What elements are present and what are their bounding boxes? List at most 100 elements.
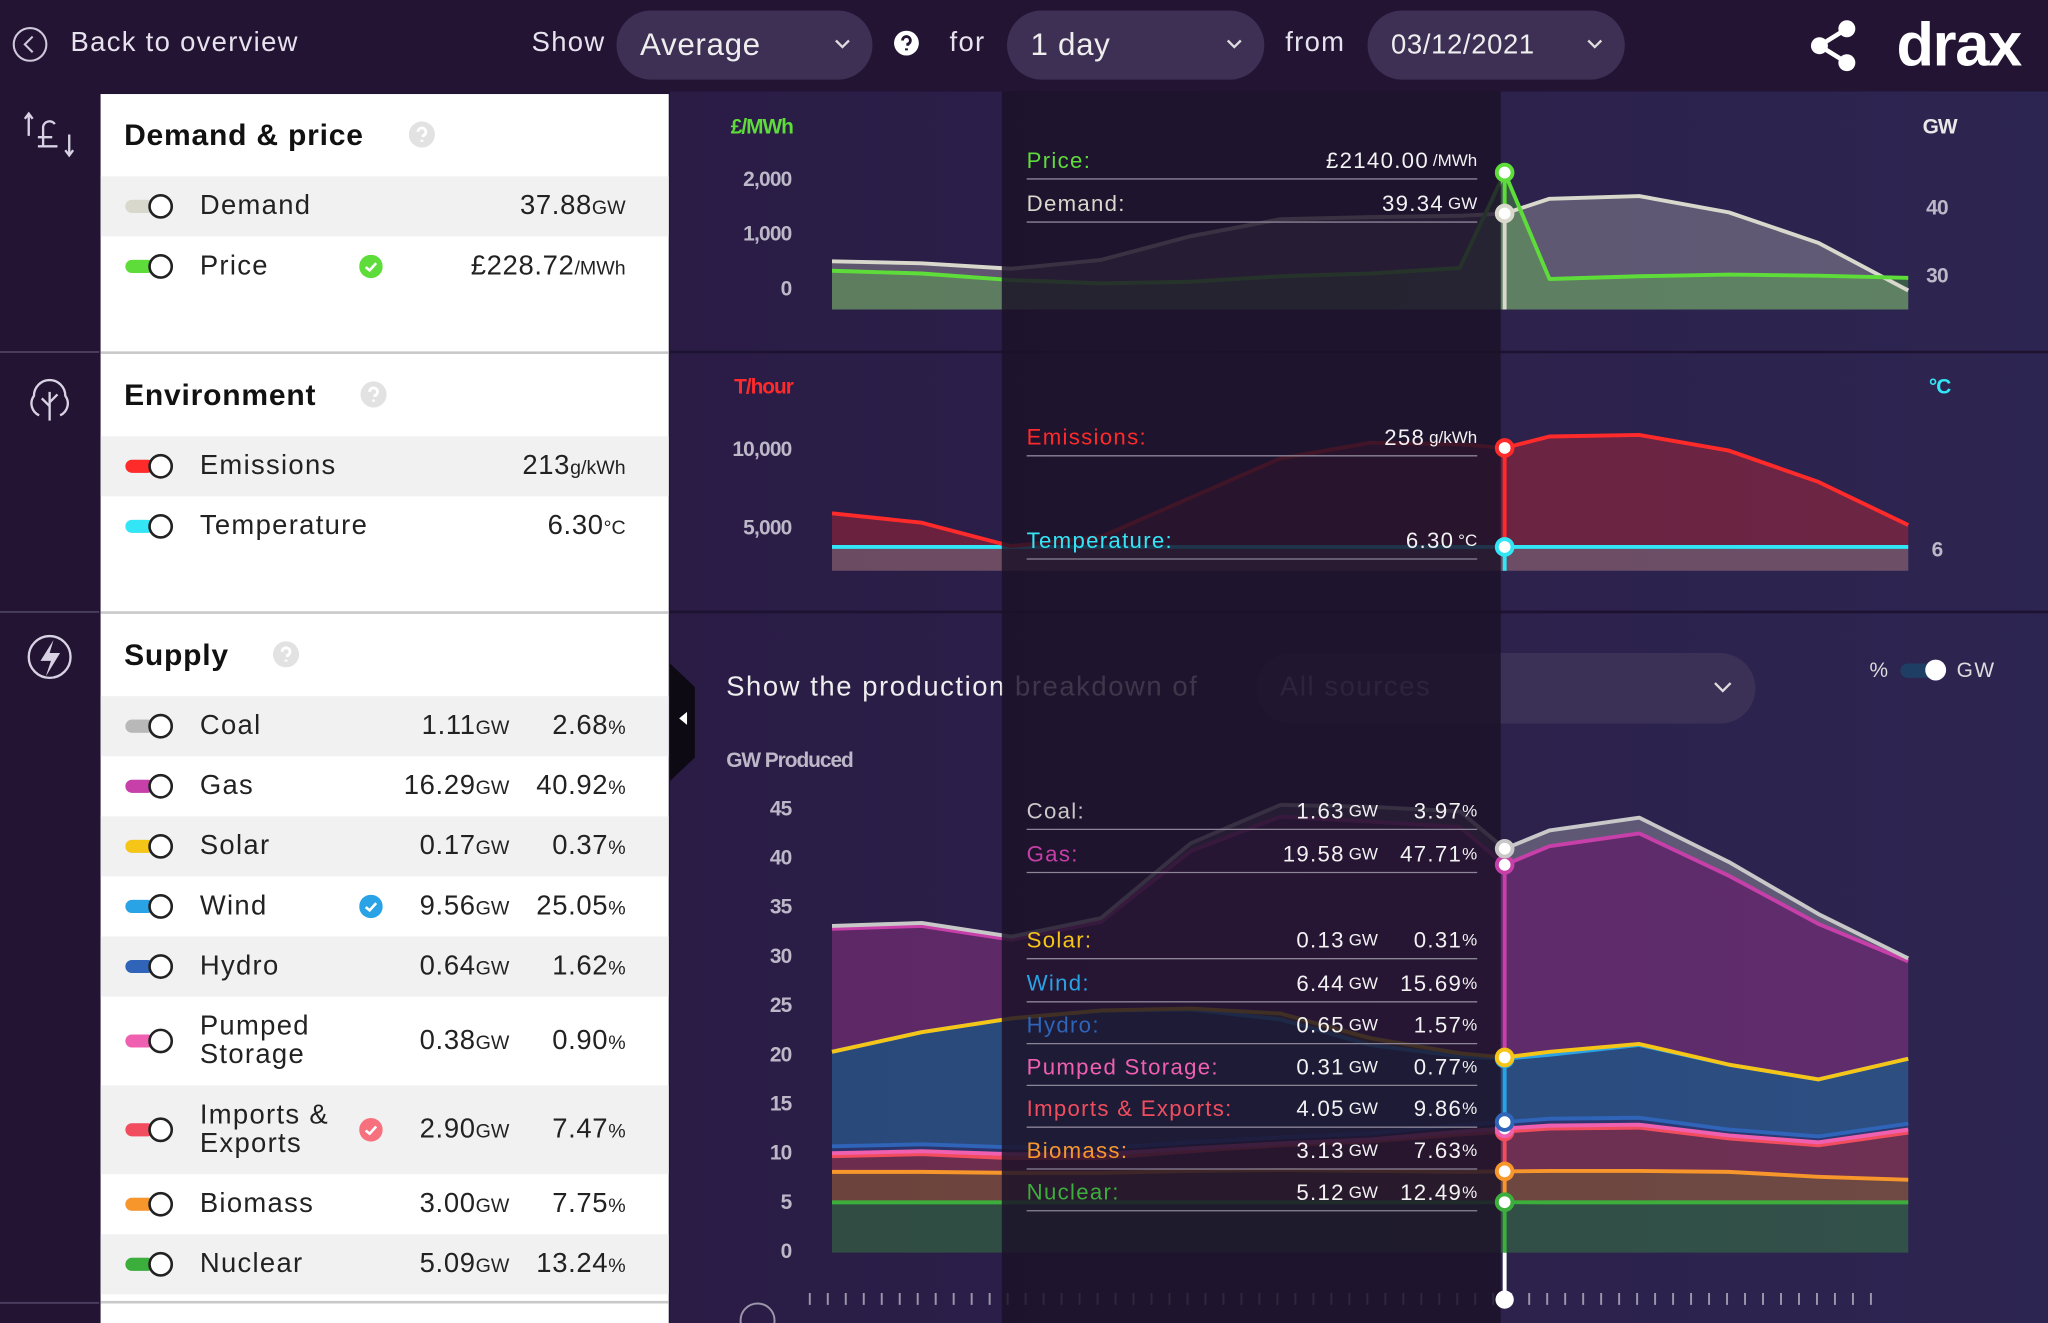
help-icon[interactable] [360,381,387,408]
row-percent: 0.90% [552,1026,625,1058]
toggle[interactable] [124,252,176,281]
help-icon[interactable] [273,641,300,668]
y-tick-label: 5 [781,1191,793,1214]
panel-title: Demand & price [124,117,364,152]
logo[interactable]: drax [1896,9,2022,79]
y-tick-label: 25 [770,994,793,1017]
tooltip-percent-number: 3.97 [1414,798,1462,823]
row-name: Price [199,250,269,281]
panel-title: Supply [124,637,229,672]
toggle-fill [125,199,155,213]
value-unit: GW [591,197,626,220]
tooltip-percent-unit: % [1462,802,1477,821]
tooltip-percent-number: 7.63 [1414,1138,1462,1163]
tooltip-percent: 15.69% [1400,971,1477,996]
toggle[interactable] [124,772,176,801]
row-percent: 40.92% [536,771,625,803]
tooltip-percent-unit: % [1462,845,1477,864]
tooltip-unit: GW [1349,1058,1378,1077]
cursor-dot [1494,438,1515,458]
help-icon[interactable] [408,121,435,148]
for-label: for [949,27,986,58]
row-value: 9.56GW [420,891,510,923]
measure-dropdown[interactable]: Average [616,10,873,80]
tooltip-value: 0.31 GW [1296,1054,1378,1079]
back-icon[interactable] [12,26,49,63]
cursor-dot [1494,1112,1515,1132]
toggle[interactable] [124,512,176,541]
value-unit: g/kWh [570,457,626,480]
percent-unit: % [608,1255,626,1278]
data-row: Price £228.72/MWh [101,236,669,296]
percent-unit: % [608,1195,626,1218]
tooltip-percent-unit: % [1462,931,1477,950]
badge [359,1118,383,1142]
tooltip-number: 0.13 [1296,928,1344,953]
row-name: Nuclear [199,1248,304,1279]
tooltip-number: 6.30 [1406,528,1454,553]
row-value: £228.72/MWh [470,250,626,283]
data-row: Temperature 6.30°C [101,496,669,556]
tooltip-percent-unit: % [1462,1100,1477,1119]
help-mark [281,646,292,662]
help-mark [368,386,380,402]
toggle[interactable] [124,1027,176,1056]
toggle[interactable] [124,192,176,221]
tooltip-number: 4.05 [1296,1096,1344,1121]
toggle-fill [125,1123,155,1137]
help-icon[interactable] [893,30,919,56]
period-dropdown[interactable]: 1 day [1007,10,1265,80]
toggle[interactable] [124,892,176,921]
percent-number: 7.75 [552,1188,609,1219]
chevron [1587,39,1603,49]
back-link[interactable]: Back to overview [70,27,299,58]
value-number: £228.72 [470,250,575,281]
row-percent: 0.37% [552,831,626,863]
toggle[interactable] [124,1115,176,1144]
selection-overlay [1001,91,1501,1323]
date-dropdown[interactable]: 03/12/2021 [1367,10,1625,80]
timeline-knob [1495,1290,1514,1309]
value-unit: GW [475,777,510,800]
y-tick-label: 0 [781,1240,792,1263]
value-number: 0.38 [419,1025,476,1056]
chevron [1226,39,1242,49]
tooltip-number: £2140.00 [1326,148,1429,173]
row-value: 16.29GW [404,771,510,803]
toggle[interactable] [124,952,176,981]
toggle-knob [148,254,174,279]
y2-tick-label: 40 [1926,196,1948,219]
row-name: Imports & Exports [199,1099,329,1159]
tooltip-unit: GW [1349,974,1378,993]
share-icon[interactable] [1808,18,1860,73]
tooltip-percent-unit: % [1462,1016,1477,1035]
row-value: 1.11GW [422,711,510,743]
tooltip-label: Nuclear: [1027,1180,1120,1205]
value-number: 3.00 [419,1188,476,1219]
tooltip-unit: g/kWh [1429,428,1477,447]
panel-header: Environment [101,354,669,436]
toggle-fill [125,1034,155,1048]
toggle[interactable] [124,712,176,741]
value-unit: GW [475,1255,510,1278]
tooltip-number: 0.31 [1296,1054,1344,1079]
tooltip-label: Hydro: [1027,1012,1100,1037]
tooltip-value: 4.05 GW [1296,1096,1378,1121]
toggle-fill [125,899,155,913]
badge-check [364,1125,378,1136]
percent-unit: % [608,837,626,860]
tooltip-percent: 9.86% [1414,1096,1478,1121]
toggle[interactable] [124,832,176,861]
top-bar: Back to overview Show Average for 1 day … [0,0,2048,92]
row-name: Solar [199,830,271,861]
value-number: 0.64 [419,950,476,981]
from-label: from [1285,27,1346,58]
toggle[interactable] [124,1250,176,1279]
data-row: Pumped Storage 0.38GW 0.90% [101,997,669,1086]
tooltip-number: 39.34 [1382,191,1444,216]
data-row: Gas 16.29GW 40.92% [101,756,669,816]
toggle[interactable] [124,452,176,481]
collapse-tab[interactable] [670,663,695,782]
row-name: Pumped Storage [199,1010,310,1070]
toggle[interactable] [124,1190,176,1219]
